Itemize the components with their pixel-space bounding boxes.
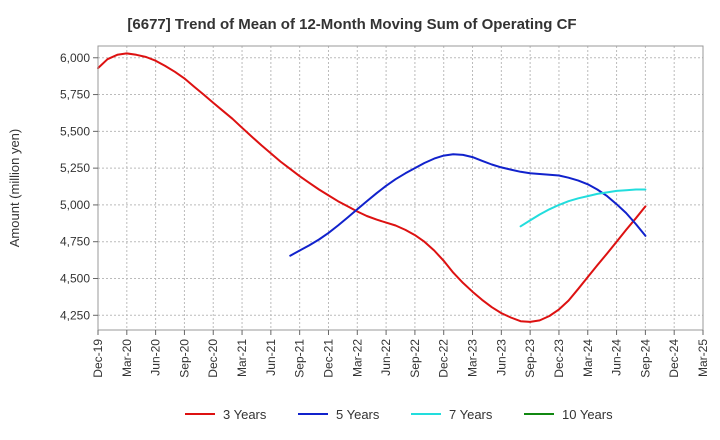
chart-title: [6677] Trend of Mean of 12-Month Moving … [127,16,576,33]
x-tick-label: Mar-21 [235,339,249,377]
series-line-3-years [97,52,647,323]
series-line-5-years [289,153,647,257]
x-tick-label: Sep-22 [408,339,422,378]
legend-label-10-years: 10 Years [562,407,613,422]
x-tick-label: Dec-24 [667,339,681,378]
x-tick-label: Mar-24 [581,339,595,377]
y-tick-label: 6,000 [60,51,90,65]
y-tick-label: 4,500 [60,271,90,285]
y-tick-label: 5,500 [60,124,90,138]
x-tick-label: Mar-25 [696,339,710,377]
x-tick-label: Jun-20 [149,339,163,376]
x-tick-label: Jun-23 [494,339,508,376]
legend-label-3-years: 3 Years [223,407,267,422]
x-tick-label: Jun-24 [610,339,624,376]
x-tick-label: Dec-20 [206,339,220,378]
y-tick-label: 5,000 [60,198,90,212]
x-tick-label: Dec-19 [91,339,105,378]
x-tick-label: Dec-23 [552,339,566,378]
x-tick-label: Sep-21 [293,339,307,378]
y-axis-ticks: 4,250 4,500 4,750 5,000 5,250 5,500 5,750 6,000 [60,51,98,322]
y-tick-label: 5,250 [60,161,90,175]
x-tick-label: Mar-23 [466,339,480,377]
x-tick-label: Jun-22 [379,339,393,376]
series-lines [97,52,647,323]
legend: 3 Years 5 Years 7 Years 10 Years [185,407,613,422]
x-tick-label: Mar-20 [120,339,134,377]
y-axis-title: Amount (million yen) [7,129,22,248]
x-axis-ticks: Dec-19 Mar-20 Jun-20 Sep-20 Dec-20 Mar-21 Jun-… [91,330,710,378]
x-tick-label: Sep-24 [638,339,652,378]
series-line-7-years [519,188,647,228]
x-tick-label: Dec-22 [437,339,451,378]
x-tick-label: Jun-21 [264,339,278,376]
legend-label-7-years: 7 Years [449,407,493,422]
x-tick-label: Sep-23 [523,339,537,378]
y-tick-label: 4,250 [60,308,90,322]
x-tick-label: Mar-22 [350,339,364,377]
legend-label-5-years: 5 Years [336,407,380,422]
x-tick-label: Sep-20 [177,339,191,378]
y-tick-label: 5,750 [60,88,90,102]
plot-area-frame [97,45,704,331]
x-tick-label: Dec-21 [321,339,335,378]
grid [97,46,704,330]
y-tick-label: 4,750 [60,235,90,249]
